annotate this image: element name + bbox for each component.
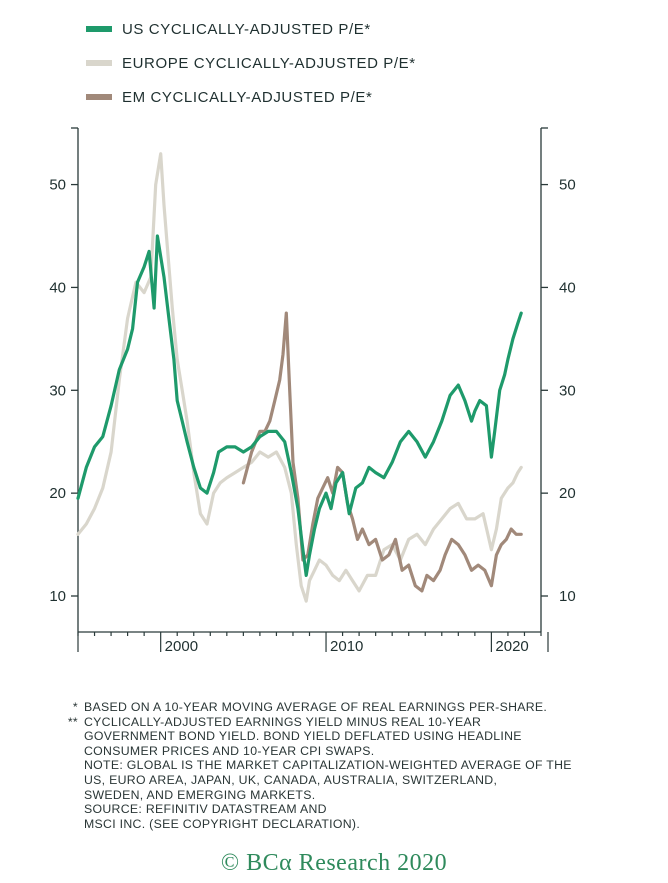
y-tick-label-left: 30 <box>49 382 66 399</box>
em-series-line <box>241 311 523 593</box>
legend-item-em: EM CYCLICALLY-ADJUSTED P/E* <box>86 80 416 114</box>
y-tick-label-right: 20 <box>559 485 576 502</box>
footnote-2: ** CYCLICALLY-ADJUSTED EARNINGS YIELD MI… <box>56 715 656 832</box>
us-series-line <box>76 234 523 577</box>
footnotes: * BASED ON A 10-YEAR MOVING AVERAGE OF R… <box>56 700 656 831</box>
legend-label-europe: EUROPE CYCLICALLY-ADJUSTED P/E* <box>122 54 416 72</box>
footnote-1: * BASED ON A 10-YEAR MOVING AVERAGE OF R… <box>56 700 656 715</box>
footnote-marker: ** <box>67 714 78 729</box>
y-tick-label-left: 20 <box>49 485 66 502</box>
y-tick-label-right: 10 <box>559 588 576 605</box>
legend-swatch-em <box>86 94 112 100</box>
y-tick-label-right: 30 <box>559 382 576 399</box>
y-tick-label-left: 50 <box>49 177 66 194</box>
chart-legend: US CYCLICALLY-ADJUSTED P/E* EUROPE CYCLI… <box>86 12 416 114</box>
legend-label-em: EM CYCLICALLY-ADJUSTED P/E* <box>122 88 373 106</box>
copyright-notice: © BCα Research 2020 <box>220 850 448 876</box>
y-tick-label-left: 40 <box>49 279 66 296</box>
footnote-text: CYCLICALLY-ADJUSTED EARNINGS YIELD MINUS… <box>84 714 572 831</box>
legend-swatch-europe <box>86 60 112 66</box>
x-tick-label: 2010 <box>330 638 363 655</box>
europe-series-line <box>76 152 523 603</box>
y-tick-label-right: 40 <box>559 279 576 296</box>
x-tick-label: 2000 <box>165 638 198 655</box>
footnote-text: BASED ON A 10-YEAR MOVING AVERAGE OF REA… <box>84 700 548 714</box>
y-tick-label-left: 10 <box>49 588 66 605</box>
x-tick-label: 2020 <box>495 638 528 655</box>
legend-item-europe: EUROPE CYCLICALLY-ADJUSTED P/E* <box>86 46 416 80</box>
legend-swatch-us <box>86 26 112 32</box>
legend-label-us: US CYCLICALLY-ADJUSTED P/E* <box>122 20 371 38</box>
footnote-marker: * <box>72 700 78 714</box>
legend-item-us: US CYCLICALLY-ADJUSTED P/E* <box>86 12 416 46</box>
y-tick-label-right: 50 <box>559 177 576 194</box>
